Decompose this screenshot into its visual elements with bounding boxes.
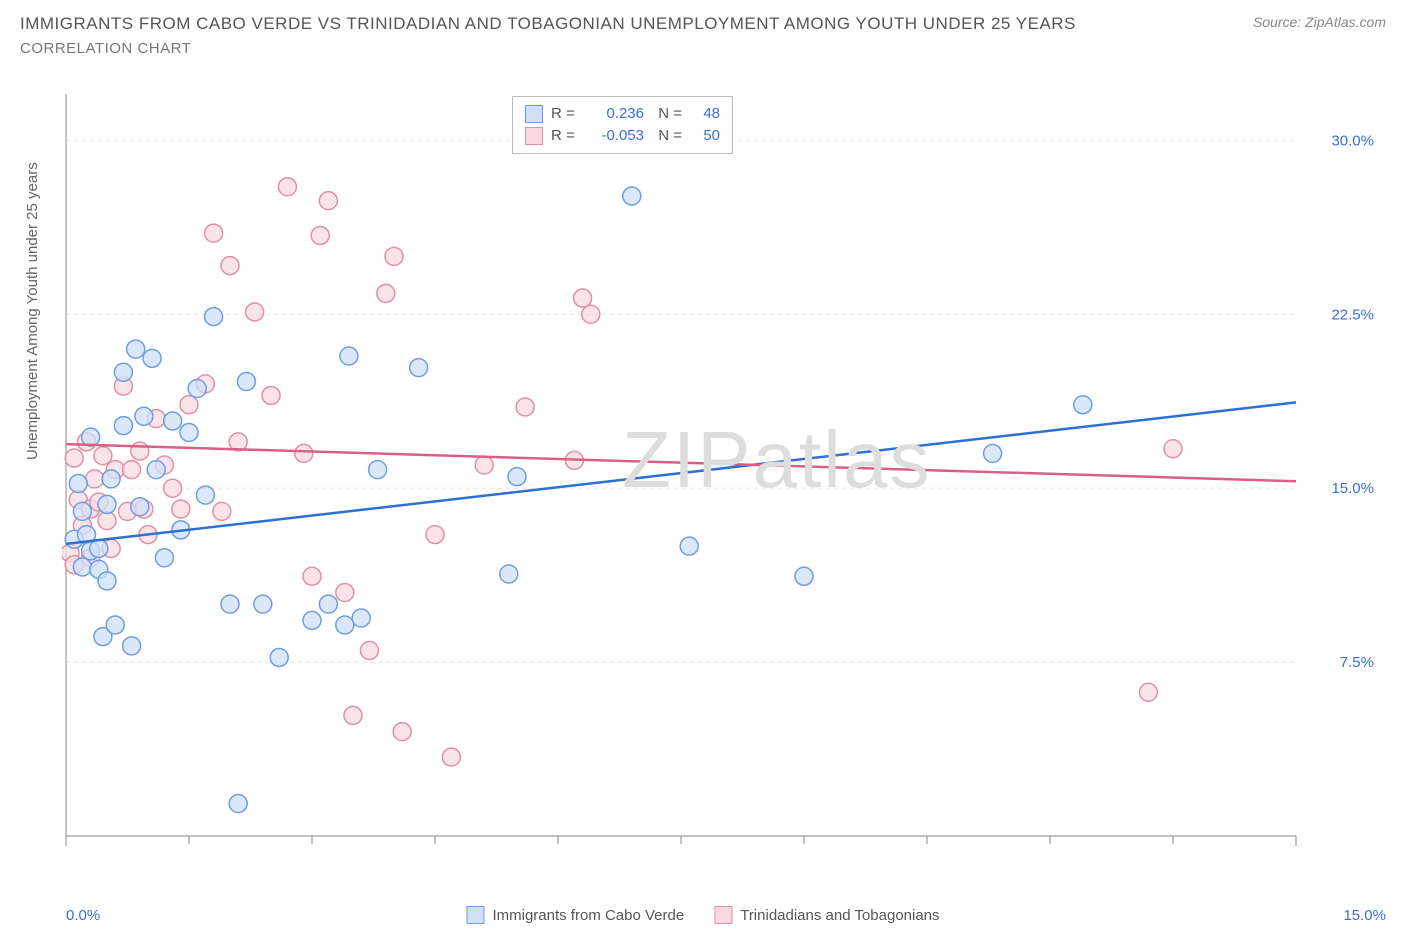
svg-text:15.0%: 15.0%: [1331, 480, 1374, 497]
svg-text:22.5%: 22.5%: [1331, 306, 1374, 323]
series-legend-label: Immigrants from Cabo Verde: [492, 907, 684, 924]
legend-n-label: N =: [652, 125, 682, 147]
y-axis-label: Unemployment Among Youth under 25 years: [24, 162, 41, 460]
legend-row: R = 0.236 N = 48: [525, 103, 720, 125]
legend-r-value: 0.236: [589, 103, 644, 125]
legend-n-label: N =: [652, 103, 682, 125]
legend-n-value: 50: [690, 125, 720, 147]
chart-title: IMMIGRANTS FROM CABO VERDE VS TRINIDADIA…: [20, 14, 1076, 34]
legend-swatch-icon: [525, 127, 543, 145]
legend-r-label: R =: [551, 125, 581, 147]
x-axis-min: 0.0%: [66, 907, 100, 924]
scatter-plot: 7.5% 15.0% 22.5% 30.0%: [62, 94, 1382, 870]
correlation-legend: R = 0.236 N = 48 R = -0.053 N = 50: [512, 96, 733, 154]
x-axis-max: 15.0%: [1343, 907, 1386, 924]
legend-r-value: -0.053: [589, 125, 644, 147]
source-label: Source: ZipAtlas.com: [1253, 14, 1386, 30]
series-legend: Immigrants from Cabo Verde Trinidadians a…: [466, 906, 939, 924]
series-legend-item: Trinidadians and Tobagonians: [714, 906, 939, 924]
chart-subtitle: CORRELATION CHART: [0, 40, 1406, 67]
series-legend-item: Immigrants from Cabo Verde: [466, 906, 684, 924]
series-legend-label: Trinidadians and Tobagonians: [740, 907, 939, 924]
legend-swatch-icon: [714, 906, 732, 924]
svg-text:30.0%: 30.0%: [1331, 132, 1374, 149]
legend-swatch-icon: [466, 906, 484, 924]
legend-swatch-icon: [525, 105, 543, 123]
chart-area: 7.5%15.0%22.5%30.0% ZIPatlas R =0.236N =…: [62, 94, 1382, 870]
legend-r-label: R =: [551, 103, 581, 125]
legend-row: R = -0.053 N = 50: [525, 125, 720, 147]
legend-n-value: 48: [690, 103, 720, 125]
svg-text:7.5%: 7.5%: [1340, 654, 1374, 671]
